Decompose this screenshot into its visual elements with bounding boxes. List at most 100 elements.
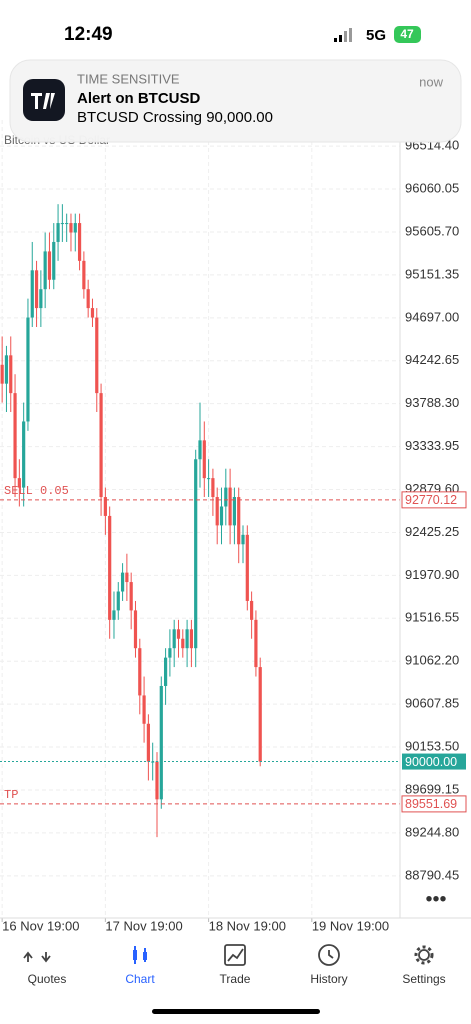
y-tick-label: 95605.70 <box>405 223 459 238</box>
candle-body <box>181 638 185 649</box>
order-label: TP <box>4 788 18 802</box>
chart-icon <box>133 946 147 964</box>
status-time: 12:49 <box>64 24 113 45</box>
candle-body <box>163 657 168 686</box>
candle-body <box>17 478 21 488</box>
candle-body <box>47 251 52 280</box>
x-tick-label: 19 Nov 19:00 <box>312 918 389 933</box>
y-tick-label: 93788.30 <box>405 395 459 410</box>
candle-body <box>112 610 116 620</box>
candle-body <box>219 506 224 526</box>
tab-label[interactable]: Quotes <box>28 972 67 986</box>
candle-body <box>138 648 142 696</box>
candle-body <box>254 619 258 668</box>
more-button[interactable]: ••• <box>425 888 446 910</box>
candle-body <box>237 497 241 545</box>
candle-body <box>108 515 112 620</box>
y-tick-label: 91062.20 <box>405 653 459 668</box>
order-label: SELL 0.05 <box>4 484 69 498</box>
candle-body <box>4 355 9 384</box>
candle-body <box>168 648 172 658</box>
tab-label[interactable]: History <box>310 972 347 986</box>
y-tick-label: 94242.65 <box>405 352 459 367</box>
candle-body <box>22 421 26 488</box>
price-label-box <box>401 491 467 509</box>
candle-body <box>194 459 198 649</box>
notification-body: BTCUSD Crossing 90,000.00 <box>77 109 273 126</box>
home-indicator <box>152 1009 320 1014</box>
y-tick-label: 91970.90 <box>405 567 459 582</box>
y-tick-label: 89244.80 <box>405 824 459 839</box>
tab-label[interactable]: Settings <box>402 972 445 986</box>
candle-body <box>258 667 262 762</box>
network: 5G <box>366 27 386 44</box>
notification-category: TIME SENSITIVE <box>77 71 180 86</box>
quotes-icon <box>23 951 51 963</box>
candle-body <box>73 223 77 233</box>
candle-body <box>142 695 146 724</box>
candle-body <box>250 600 254 620</box>
candle-body <box>202 440 206 479</box>
y-tick-label: 93333.95 <box>405 438 459 453</box>
y-tick-label: 91516.55 <box>405 610 459 625</box>
last-price-label: 90000.00 <box>405 755 457 769</box>
tab-label[interactable]: Trade <box>220 972 251 986</box>
candle-body <box>65 223 69 225</box>
price-label: 92770.12 <box>405 493 457 507</box>
notification[interactable] <box>9 59 462 143</box>
app-icon <box>23 79 65 121</box>
candle-body <box>43 251 47 290</box>
x-tick-label: 16 Nov 19:00 <box>2 918 79 933</box>
candle-body <box>245 534 249 601</box>
candle-body <box>159 685 163 800</box>
candle-body <box>86 289 90 309</box>
candle-body <box>103 497 107 516</box>
candle-body <box>176 629 181 639</box>
candle-body <box>0 364 4 384</box>
y-tick-label: 96060.05 <box>405 180 459 195</box>
candle-body <box>26 317 30 422</box>
candle-body <box>228 487 232 526</box>
y-tick-label: 88790.45 <box>405 867 459 882</box>
battery <box>394 26 421 43</box>
candle-body <box>198 440 202 460</box>
candle-body <box>116 591 120 611</box>
candle-body <box>95 317 99 394</box>
candle-body <box>82 260 86 290</box>
candle-body <box>34 270 39 309</box>
candle-body <box>56 223 60 242</box>
price-label: 89551.69 <box>405 797 457 811</box>
candle-body <box>77 223 82 261</box>
y-tick-label: 94697.00 <box>405 309 459 324</box>
last-price-box <box>402 753 466 770</box>
candle-body <box>146 723 150 762</box>
notification-title: Alert on BTCUSD <box>77 90 201 107</box>
y-tick-label: 89699.15 <box>405 781 459 796</box>
y-tick-label: 92425.25 <box>405 524 459 539</box>
candle-body <box>60 223 64 225</box>
notification-time: now <box>419 74 443 89</box>
app-logo <box>31 93 55 109</box>
battery-level: 47 <box>400 27 414 41</box>
tab-label[interactable]: Chart <box>125 972 155 986</box>
candle-body <box>172 629 176 649</box>
history-icon <box>318 944 340 966</box>
candle-body <box>241 534 245 545</box>
candle-body <box>69 223 73 233</box>
signal-icon <box>334 28 352 42</box>
candle-body <box>125 572 129 583</box>
candle-body <box>133 610 138 649</box>
candle-body <box>129 582 133 611</box>
candle-body <box>99 393 103 498</box>
candle-body <box>90 308 95 318</box>
y-tick-label: 90153.50 <box>405 738 459 753</box>
candle-body <box>232 497 237 526</box>
candle-body <box>30 270 34 318</box>
candle-body <box>120 572 125 592</box>
candle-body <box>13 393 17 479</box>
candle-body <box>39 289 43 309</box>
y-tick-label: 90607.85 <box>405 696 459 711</box>
candle-body <box>189 629 193 649</box>
